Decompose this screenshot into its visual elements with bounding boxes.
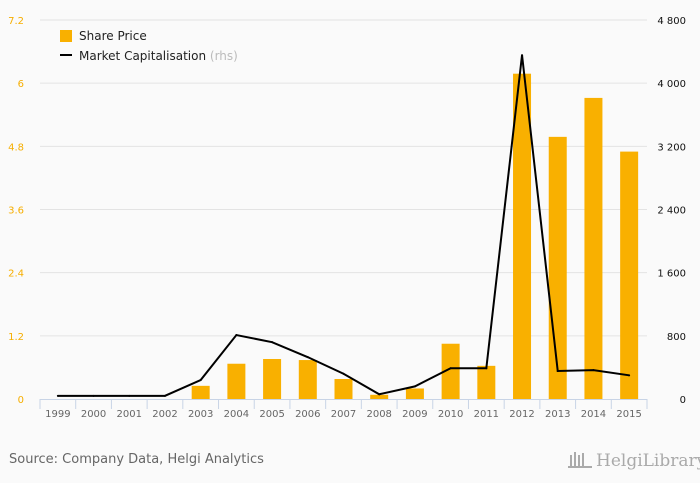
helgi-library-logo: HelgiLibrary. bbox=[568, 451, 700, 471]
share-price-bar bbox=[441, 343, 460, 399]
market-cap-series-line bbox=[57, 55, 630, 397]
market-cap-point bbox=[235, 334, 238, 337]
left-tick-label: 2.4 bbox=[8, 269, 24, 280]
market-cap-point bbox=[199, 379, 202, 382]
x-tick-label: 2007 bbox=[331, 409, 356, 420]
x-tick-label: 2002 bbox=[152, 409, 177, 420]
source-text: Source: Company Data, Helgi Analytics bbox=[9, 452, 264, 467]
axes: 0 0 1.2 800 2.4 1 600 3.6 2 400 4.8 3 200 6 4 000 7.… bbox=[8, 16, 686, 420]
market-cap-point bbox=[592, 369, 595, 372]
logo-icon bbox=[568, 452, 592, 468]
market-cap-point bbox=[342, 372, 345, 375]
x-tick-label: 2000 bbox=[81, 409, 106, 420]
right-tick-label: 0 bbox=[680, 395, 686, 406]
share-price-bar bbox=[334, 378, 353, 399]
left-tick-label: 3.6 bbox=[8, 206, 24, 217]
right-tick-label: 3 200 bbox=[657, 142, 686, 153]
left-tick-label: 6 bbox=[18, 79, 24, 90]
market-cap-point bbox=[628, 374, 631, 377]
left-tick-label: 7.2 bbox=[8, 16, 24, 27]
market-cap-point bbox=[413, 385, 416, 388]
legend-rhs-suffix: (rhs) bbox=[210, 49, 238, 63]
share-price-bar bbox=[227, 363, 246, 399]
x-tick-label: 2010 bbox=[438, 409, 463, 420]
market-cap-point bbox=[163, 394, 166, 397]
market-cap-point bbox=[378, 393, 381, 396]
x-tick-label: 2012 bbox=[509, 409, 534, 420]
right-tick-label: 4 800 bbox=[657, 16, 686, 27]
market-cap-point bbox=[485, 367, 488, 370]
share-price-bar bbox=[620, 151, 639, 399]
x-tick-label: 2014 bbox=[581, 409, 606, 420]
x-tick-label: 2009 bbox=[402, 409, 427, 420]
x-tick-label: 2013 bbox=[545, 409, 570, 420]
left-tick-label: 4.8 bbox=[8, 142, 24, 153]
share-price-bar bbox=[370, 394, 389, 399]
market-cap-point bbox=[271, 341, 274, 344]
right-tick-label: 800 bbox=[667, 332, 686, 343]
x-tick-label: 2006 bbox=[295, 409, 320, 420]
legend-swatch-share-price bbox=[60, 30, 72, 42]
x-tick-label: 1999 bbox=[45, 409, 70, 420]
market-cap-point bbox=[56, 394, 59, 397]
share-price-bar bbox=[477, 365, 496, 399]
x-tick-label: 2004 bbox=[224, 409, 249, 420]
legend-label-share-price[interactable]: Share Price bbox=[79, 29, 147, 43]
x-tick-label: 2011 bbox=[474, 409, 499, 420]
legend-market-cap-name: Market Capitalisation bbox=[79, 49, 206, 63]
market-cap-point bbox=[449, 367, 452, 370]
logo-text: HelgiLibrary. bbox=[596, 451, 700, 471]
x-tick-label: 2003 bbox=[188, 409, 213, 420]
right-tick-label: 1 600 bbox=[657, 269, 686, 280]
market-cap-point bbox=[306, 356, 309, 359]
market-cap-line bbox=[56, 54, 631, 397]
share-price-bars bbox=[191, 73, 639, 400]
right-tick-label: 2 400 bbox=[657, 206, 686, 217]
right-tick-label: 4 000 bbox=[657, 79, 686, 90]
share-price-bar bbox=[298, 360, 317, 399]
market-cap-point bbox=[128, 394, 131, 397]
share-price-bar bbox=[513, 73, 532, 400]
share-price-bar bbox=[191, 385, 210, 399]
legend-label-market-cap[interactable]: Market Capitalisation (rhs) bbox=[79, 49, 238, 63]
share-price-bar bbox=[263, 358, 282, 399]
x-tick-label: 2015 bbox=[616, 409, 641, 420]
market-cap-point bbox=[556, 369, 559, 372]
share-price-bar bbox=[548, 136, 567, 399]
x-tick-label: 2001 bbox=[117, 409, 142, 420]
x-tick-label: 2005 bbox=[259, 409, 284, 420]
left-tick-label: 1.2 bbox=[8, 332, 24, 343]
legend: Share Price Market Capitalisation (rhs) bbox=[60, 29, 238, 63]
grid bbox=[40, 19, 647, 337]
x-tick-label: 2008 bbox=[366, 409, 391, 420]
share-price-bar bbox=[584, 97, 603, 400]
market-cap-point bbox=[92, 394, 95, 397]
market-cap-point bbox=[521, 54, 524, 57]
left-tick-label: 0 bbox=[18, 395, 24, 406]
share-price-bar bbox=[405, 388, 424, 399]
